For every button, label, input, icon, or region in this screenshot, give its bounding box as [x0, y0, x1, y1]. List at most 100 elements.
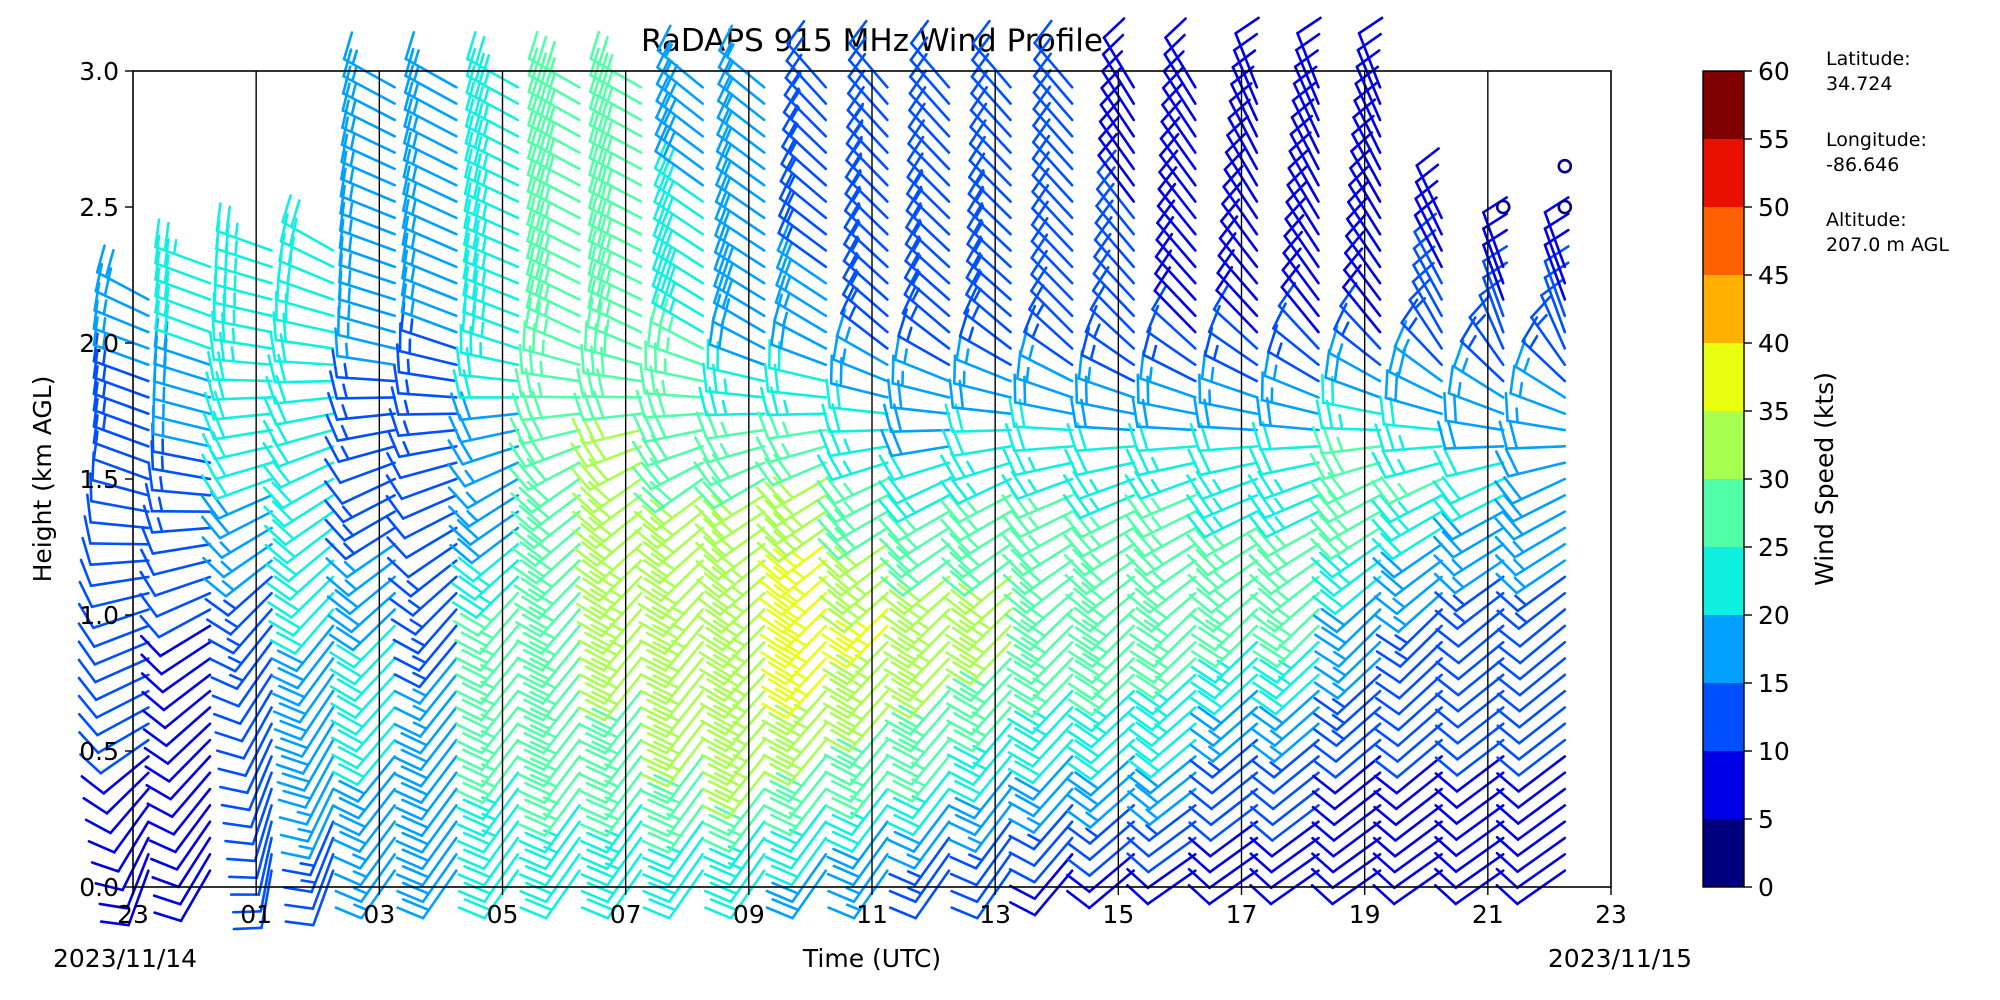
wind-barb	[884, 657, 951, 703]
wind-barb	[152, 853, 212, 906]
wind-barb	[1126, 787, 1197, 826]
wind-barb	[387, 430, 458, 459]
x-tick-label: 21	[1472, 900, 1504, 929]
wind-barb	[639, 624, 704, 672]
wind-barb	[1231, 49, 1259, 122]
wind-barb	[762, 722, 828, 770]
wind-barb	[141, 673, 212, 712]
wind-barb	[947, 755, 1012, 803]
wind-barb	[578, 673, 643, 722]
wind-barb	[824, 755, 889, 803]
wind-barb	[389, 575, 458, 617]
wind-barb	[1434, 722, 1505, 761]
wind-barb	[338, 253, 397, 301]
wind-barb	[1089, 284, 1136, 350]
wind-barb	[1504, 391, 1567, 432]
wind-barb	[1066, 738, 1136, 781]
wind-barb	[1001, 526, 1074, 558]
wind-barb	[640, 657, 704, 705]
wind-barb	[146, 771, 212, 819]
wind-barb	[1008, 787, 1074, 834]
wind-barb	[139, 608, 212, 639]
wind-barb	[92, 299, 150, 350]
wind-barb	[1312, 706, 1382, 748]
wind-barb	[1190, 673, 1259, 716]
wind-barb	[395, 787, 458, 838]
wind-barb	[1001, 470, 1074, 501]
wind-barb	[940, 451, 1012, 482]
wind-barb	[1252, 640, 1320, 684]
wind-barb	[1311, 836, 1382, 874]
wind-barb	[226, 804, 273, 863]
wind-barb	[141, 526, 212, 555]
wind-barb	[1379, 395, 1443, 432]
wind-barb	[1067, 689, 1136, 733]
wind-barb	[1066, 869, 1136, 910]
wind-barb	[338, 236, 397, 285]
colorbar-tick-label: 40	[1758, 329, 1790, 358]
wind-barb	[324, 494, 397, 524]
wind-barb	[1433, 559, 1505, 595]
wind-barb	[324, 510, 397, 542]
x-tick-label: 13	[979, 900, 1011, 929]
wind-barb	[1313, 640, 1382, 684]
wind-barb	[271, 640, 335, 690]
wind-barb	[1434, 853, 1505, 890]
wind-barb	[1309, 510, 1382, 542]
wind-barb	[1067, 657, 1136, 701]
wind-barb	[395, 343, 458, 383]
wind-barb	[262, 459, 335, 489]
wind-barb	[92, 414, 150, 464]
y-tick-label: 0.5	[79, 737, 119, 766]
wind-barb	[1374, 673, 1443, 716]
wind-barb	[1384, 369, 1443, 416]
wind-barb	[1066, 853, 1136, 894]
wind-barb	[756, 526, 828, 563]
profile-02:00	[262, 194, 335, 927]
wind-barb	[950, 853, 1012, 904]
wind-barb	[224, 787, 273, 846]
wind-barb	[327, 591, 397, 634]
wind-barb	[1495, 787, 1567, 825]
profile-11:00	[816, 19, 889, 920]
wind-barb	[388, 408, 458, 437]
wind-barb	[1434, 575, 1505, 613]
wind-barb	[1435, 657, 1505, 697]
wind-barb	[400, 283, 458, 334]
wind-barb	[87, 804, 150, 854]
wind-barb	[765, 836, 828, 887]
wind-barb	[211, 657, 273, 708]
wind-barb	[201, 526, 273, 559]
wind-barb	[826, 836, 889, 887]
wind-barb	[1126, 836, 1197, 874]
wind-barb	[1433, 542, 1505, 577]
wind-barb	[587, 229, 643, 285]
wind-barb	[1066, 804, 1136, 845]
wind-barb	[901, 286, 951, 350]
wind-barb	[222, 771, 273, 829]
wind-barb	[387, 559, 458, 598]
wind-barb	[703, 853, 766, 904]
wind-barb	[455, 673, 520, 722]
wind-barb	[1127, 591, 1197, 633]
wind-barb	[699, 657, 766, 703]
wind-barb	[327, 392, 397, 421]
wind-barb	[79, 738, 150, 775]
wind-barb	[447, 436, 520, 466]
wind-barb	[883, 624, 951, 669]
wind-barb	[1127, 738, 1197, 779]
wind-barb	[1063, 470, 1136, 501]
wind-barb	[1351, 114, 1382, 187]
wind-barb	[1412, 245, 1443, 318]
wind-barb	[525, 279, 581, 334]
wind-barb	[283, 836, 335, 894]
wind-barb	[1188, 575, 1259, 614]
wind-barb	[820, 591, 889, 634]
wind-barb	[694, 433, 766, 464]
wind-barb	[140, 657, 212, 694]
wind-barb	[785, 36, 828, 105]
wind-barb	[385, 510, 458, 540]
profile-18:00	[1247, 16, 1322, 906]
wind-barb	[1160, 99, 1197, 171]
wind-barb	[402, 148, 458, 203]
